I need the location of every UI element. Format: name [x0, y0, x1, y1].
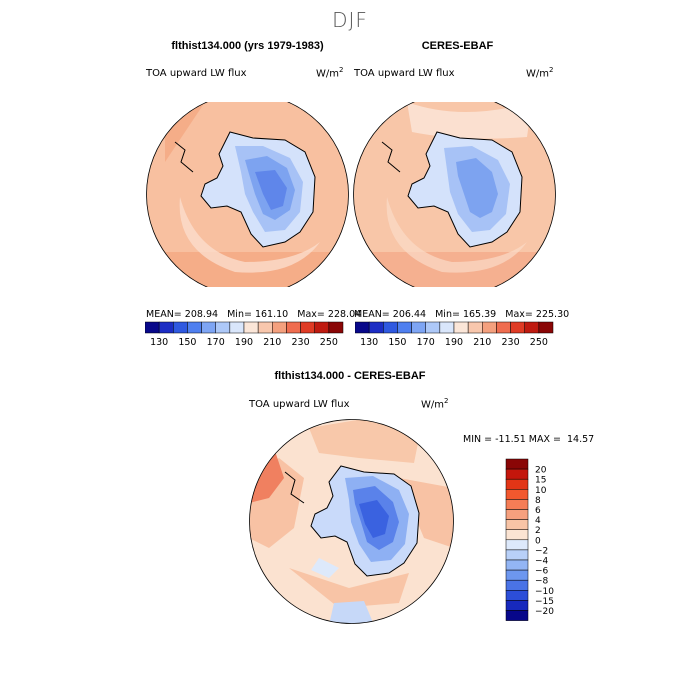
diff-colorbar-tick-label: −15	[535, 597, 554, 607]
colorbar-box	[201, 321, 216, 334]
diff-colorbar-tick-label: 10	[535, 486, 547, 496]
panel-2-variable-label: TOA upward LW flux	[354, 68, 455, 79]
diff-panel-map	[249, 419, 454, 624]
diff-colorbar-box	[505, 539, 529, 551]
colorbar-box	[496, 321, 511, 334]
colorbar-box	[314, 321, 330, 334]
panel-1-colorbar: 130150170190210230250270	[145, 321, 344, 348]
panel-2-title: CERES-EBAF	[421, 40, 494, 52]
diff-colorbar-tick-label: −4	[535, 557, 549, 567]
colorbar-tick-label: 150	[178, 337, 196, 348]
diff-colorbar-tick-label: 4	[535, 516, 541, 526]
diff-panel-stats: MIN = -11.51 MAX = 14.57	[463, 434, 595, 445]
diff-colorbar-box	[505, 509, 529, 520]
colorbar-box	[467, 321, 483, 334]
diff-colorbar-box	[505, 579, 529, 591]
panel-2-map	[353, 102, 556, 287]
colorbar-box	[328, 321, 344, 334]
antarctica-coastline	[200, 131, 316, 248]
colorbar-tick-label: 190	[445, 337, 463, 348]
colorbar-box	[158, 321, 174, 334]
colorbar-box	[229, 321, 245, 334]
panel-2-stats: MEAN= 206.44 Min= 165.39 Max= 225.30	[354, 309, 570, 320]
diff-colorbar-box	[505, 590, 529, 601]
colorbar-box	[286, 321, 301, 334]
colorbar-tick-label: 210	[263, 337, 281, 348]
diff-colorbar-tick-label: 2	[535, 526, 541, 536]
colorbar-tick-label: 210	[473, 337, 491, 348]
panel-2-colorbar: 130150170190210230250270	[355, 321, 554, 348]
diff-colorbar-tick-label: −20	[535, 607, 554, 617]
diff-colorbar-box	[505, 489, 529, 500]
panel-1-title: flthist134.000 (yrs 1979-1983)	[171, 40, 324, 52]
diff-colorbar-tick-label: 15	[535, 476, 546, 486]
diff-colorbar-tick-label: −8	[535, 577, 549, 587]
colorbar-box	[425, 321, 441, 334]
antarctica-coastline	[310, 465, 420, 577]
colorbar-tick-label: 170	[417, 337, 435, 348]
colorbar-tick-label: 190	[235, 337, 253, 348]
diff-colorbar-box	[505, 610, 529, 621]
antarctica-coastline	[407, 131, 523, 248]
colorbar-box	[215, 321, 231, 334]
panel-1-units: W/m2	[316, 66, 344, 80]
colorbar-tick-label: 230	[292, 337, 310, 348]
colorbar-box	[257, 321, 273, 334]
diff-panel-units: W/m2	[421, 397, 449, 411]
colorbar-tick-label: 230	[502, 337, 520, 348]
diff-colorbar-tick-label: 20	[535, 466, 547, 476]
panel-1-variable-label: TOA upward LW flux	[146, 68, 247, 79]
diff-colorbar-tick-label: −6	[535, 567, 549, 577]
colorbar-tick-label: 150	[388, 337, 406, 348]
diff-colorbar-box	[505, 519, 529, 530]
colorbar-box	[243, 321, 259, 334]
colorbar-box	[538, 321, 554, 334]
diff-colorbar-tick-label: 8	[535, 496, 541, 506]
colorbar-tick-label: 130	[150, 337, 168, 348]
peninsula-coastline	[381, 141, 401, 173]
colorbar-tick-label: 170	[207, 337, 225, 348]
colorbar-box	[411, 321, 426, 334]
colorbar-box	[482, 321, 497, 334]
diff-colorbar-box	[505, 559, 529, 571]
colorbar-box	[187, 321, 202, 334]
colorbar-box	[173, 321, 188, 334]
diff-colorbar-box	[505, 600, 529, 611]
colorbar-box	[300, 321, 315, 334]
diff-colorbar-tick-label: −10	[535, 587, 554, 597]
colorbar-box	[510, 321, 525, 334]
colorbar-box	[368, 321, 384, 334]
panel-1-map	[146, 102, 349, 287]
colorbar-tick-label: 250	[530, 337, 548, 348]
diff-colorbar-box	[505, 499, 529, 510]
diff-colorbar-box	[505, 478, 529, 490]
season-title: DJF	[332, 8, 368, 32]
diff-colorbar-tick-label: 0	[535, 536, 541, 546]
diff-colorbar-box	[505, 569, 529, 581]
colorbar-box	[272, 321, 287, 334]
colorbar-box	[355, 321, 370, 334]
panel-2-units: W/m2	[526, 66, 554, 80]
colorbar-box	[524, 321, 540, 334]
peninsula-coastline	[174, 141, 194, 173]
panel-1-stats: MEAN= 208.94 Min= 161.10 Max= 228.04	[146, 309, 362, 320]
colorbar-tick-label: 250	[320, 337, 338, 348]
colorbar-box	[145, 321, 160, 334]
colorbar-box	[453, 321, 469, 334]
diff-colorbar-box	[505, 468, 529, 480]
diff-panel-variable-label: TOA upward LW flux	[249, 399, 350, 410]
colorbar-tick-label: 130	[360, 337, 378, 348]
diff-colorbar-tick-label: 6	[535, 506, 541, 516]
peninsula-coastline	[284, 471, 305, 504]
colorbar-box	[397, 321, 412, 334]
diff-colorbar-tick-label: −2	[535, 546, 548, 556]
diff-colorbar-box	[505, 529, 529, 541]
diff-panel-title: flthist134.000 - CERES-EBAF	[274, 370, 426, 382]
diff-colorbar-box	[505, 549, 529, 561]
diff-colorbar-box	[505, 458, 529, 470]
colorbar-box	[439, 321, 455, 334]
colorbar-box	[383, 321, 398, 334]
